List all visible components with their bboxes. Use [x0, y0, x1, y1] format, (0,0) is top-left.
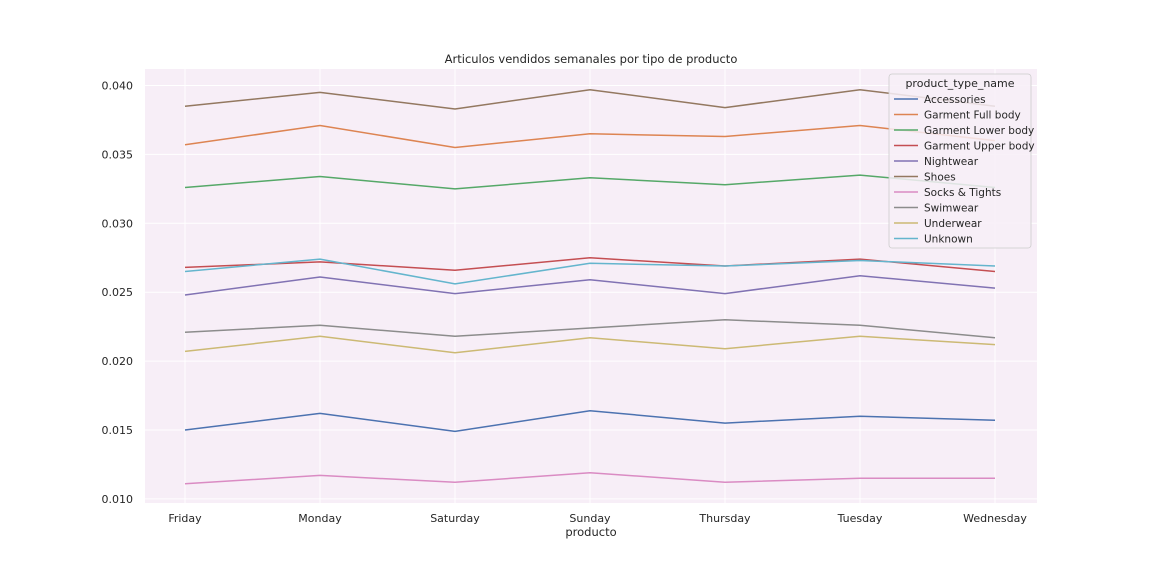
x-axis: Friday Monday Saturday Sunday Thursday Tuesda…: [168, 512, 1027, 525]
y-axis: 0.010 0.015 0.020 0.025 0.030 0.035 0.040: [102, 80, 134, 506]
legend-title: product_type_name: [905, 77, 1014, 90]
series-line: [184, 319, 996, 339]
legend-entry: Garment Lower body: [924, 125, 1034, 137]
y-tick-label: 0.020: [102, 355, 134, 368]
legend-entry: Garment Full body: [924, 110, 1021, 122]
legend-entry: Shoes: [924, 172, 956, 184]
y-tick-label: 0.025: [102, 286, 134, 299]
series-line: [184, 258, 996, 285]
series-line: [184, 88, 996, 110]
x-tick-label: Thursday: [698, 512, 751, 525]
x-tick-label: Tuesday: [837, 512, 883, 525]
series-line: [184, 274, 996, 296]
y-tick-label: 0.010: [102, 493, 134, 506]
legend-entry: Socks & Tights: [924, 187, 1001, 199]
series-line: [184, 335, 996, 354]
y-tick-label: 0.035: [102, 148, 134, 161]
legend-box: [888, 73, 1032, 249]
x-tick-label: Friday: [168, 512, 202, 525]
series-line: [184, 257, 996, 273]
x-tick-label: Sunday: [569, 512, 611, 525]
legend-entry: Underwear: [924, 218, 982, 230]
y-tick-label: 0.015: [102, 424, 134, 437]
series-line: [184, 174, 996, 190]
x-tick-label: Saturday: [430, 512, 480, 525]
y-tick-label: 0.040: [102, 80, 134, 93]
series-line: [184, 409, 996, 433]
plot-background: [145, 69, 1037, 503]
legend-entry: Accessories: [924, 94, 986, 106]
series-lines: [184, 88, 996, 485]
chart-title: Articulos vendidos semanales por tipo de…: [445, 52, 738, 66]
legend-entry: Unknown: [924, 234, 973, 246]
x-tick-label: Wednesday: [963, 512, 1027, 525]
legend-entry: Swimwear: [924, 203, 979, 215]
legend-entry: Garment Upper body: [924, 141, 1035, 153]
x-axis-title: producto: [565, 525, 616, 539]
series-line: [184, 471, 995, 485]
series-line: [184, 124, 996, 149]
legend: product_type_name Accessories Garment Ful…: [888, 73, 1035, 249]
y-tick-label: 0.030: [102, 217, 134, 230]
x-tick-label: Monday: [298, 512, 342, 525]
legend-entry: Nightwear: [924, 156, 979, 168]
